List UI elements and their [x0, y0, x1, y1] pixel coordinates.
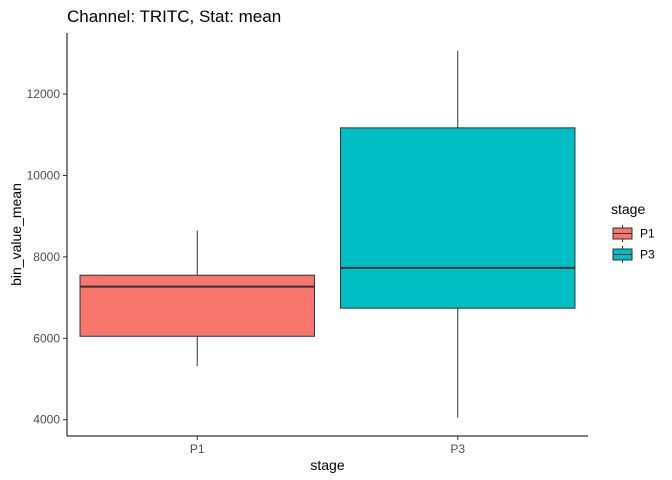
y-tick-label: 10000: [27, 168, 61, 182]
box-iqr: [79, 274, 315, 337]
box-iqr: [340, 127, 576, 309]
x-axis-title: stage: [310, 457, 344, 473]
x-tick-label: P1: [190, 442, 205, 456]
y-tick-label: 8000: [33, 250, 60, 264]
y-tick-label: 12000: [27, 87, 61, 101]
box-p1: [79, 230, 315, 366]
y-tick-label: 4000: [33, 413, 60, 427]
legend-title: stage: [611, 201, 645, 217]
plot-area: [79, 50, 576, 418]
legend-label: P3: [640, 248, 655, 262]
legend-key-p1: [612, 225, 633, 242]
x-tick-label: P3: [450, 442, 465, 456]
legend: stage P1 P3: [611, 201, 655, 263]
legend-label: P1: [640, 227, 655, 241]
chart-title: Channel: TRITC, Stat: mean: [67, 7, 281, 26]
legend-key-p3: [612, 246, 633, 263]
y-axis-title: bin_value_mean: [8, 183, 24, 286]
y-axis-ticks: 4000 6000 8000 10000 12000: [27, 87, 67, 427]
box-p3: [340, 50, 576, 418]
y-tick-label: 6000: [33, 331, 60, 345]
x-axis-ticks: P1 P3: [190, 436, 465, 456]
